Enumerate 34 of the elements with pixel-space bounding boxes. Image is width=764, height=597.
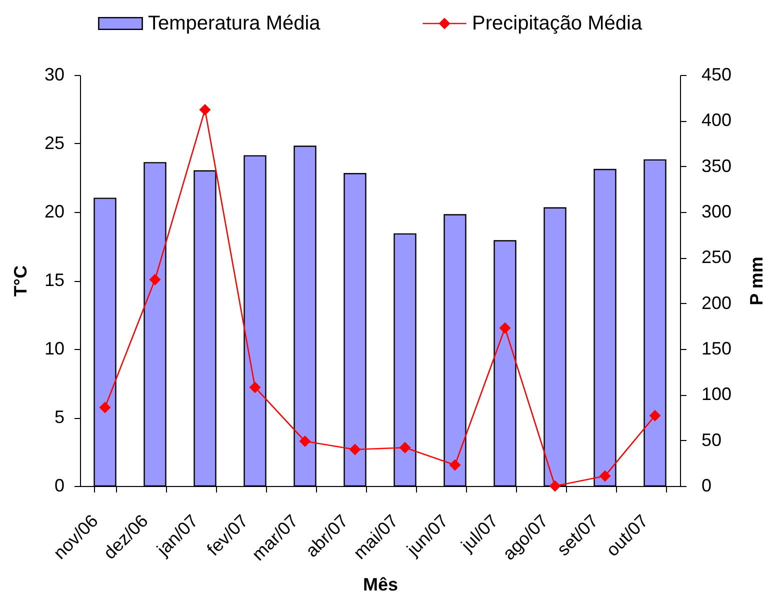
point: [100, 402, 110, 413]
point: [400, 442, 410, 453]
point: [200, 104, 210, 116]
point: [450, 460, 460, 470]
legend-label: Precipitação Média: [472, 12, 643, 34]
y2-tick-label: 150: [702, 338, 732, 358]
y-tick-label: 25: [44, 133, 64, 153]
y-tick-label: 5: [54, 407, 64, 427]
y2-tick-label: 200: [702, 292, 732, 313]
y2-tick-label: 250: [702, 247, 732, 268]
point: [250, 382, 260, 393]
y-tick-label: 30: [44, 64, 64, 84]
point: [650, 410, 660, 422]
point: [500, 322, 510, 334]
y2-axis-title: P mm: [746, 256, 764, 306]
y-tick-label: 10: [44, 338, 64, 358]
y-tick-label: 15: [44, 270, 64, 290]
y-axis-title: T°C: [10, 265, 30, 297]
y2-tick-label: 350: [702, 156, 732, 176]
y2-tick-label: 300: [702, 202, 732, 222]
point: [350, 444, 360, 455]
y2-tick-label: 450: [702, 64, 732, 84]
point: [550, 480, 560, 492]
point: [600, 470, 610, 482]
x-axis-title: Mês: [362, 574, 398, 594]
legend-label: Temperatura Média: [148, 12, 322, 34]
y2-tick-label: 400: [702, 110, 732, 130]
y2-tick-label: 0: [702, 476, 712, 496]
point: [300, 436, 310, 447]
y2-tick-label: 100: [702, 384, 732, 404]
point: [150, 274, 160, 285]
y-tick-label: 0: [54, 476, 64, 496]
y2-tick-label: 50: [702, 430, 722, 450]
y-tick-label: 20: [44, 202, 64, 222]
